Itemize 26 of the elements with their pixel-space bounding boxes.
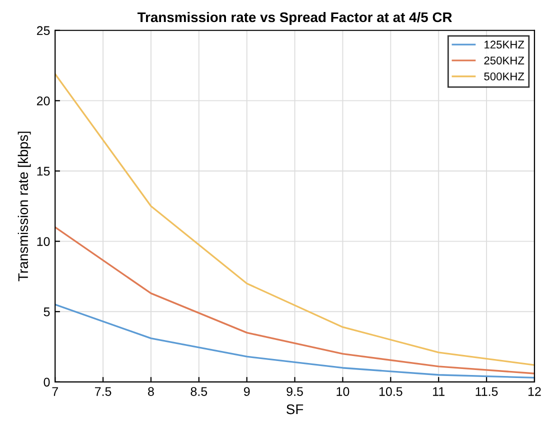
x-axis-title: SF (286, 404, 304, 414)
y-tick-label: 0 (44, 378, 50, 387)
legend-label: 125KHZ (484, 40, 524, 49)
y-axis-title: Transmission rate [kbps] (18, 132, 31, 282)
x-tick-label: 7.5 (94, 387, 112, 396)
y-tick-label: 25 (36, 26, 50, 36)
y-tick-label: 10 (37, 237, 50, 246)
chart-title: Transmission rate vs Spread Factor at at 4/5 CR (137, 12, 452, 25)
line-series (55, 73, 534, 366)
x-tick-label: 8.5 (190, 387, 208, 396)
x-tick-label: 7 (52, 387, 58, 396)
x-tick-label: 11.5 (476, 387, 498, 396)
y-tick-label: 5 (44, 308, 50, 316)
x-tick-label: 11 (433, 387, 444, 396)
x-tick-label: 10 (336, 387, 350, 396)
line-series (55, 304, 534, 379)
x-tick-label: 9.5 (286, 387, 303, 396)
x-tick-label: 9 (244, 387, 250, 396)
legend-label: 250KHZ (484, 56, 524, 64)
legend-label: 500KHZ (484, 72, 524, 80)
y-tick-label: 15 (37, 166, 50, 176)
x-tick-label: 10.5 (379, 387, 402, 396)
x-tick-label: 12 (528, 387, 541, 396)
y-tick-label: 20 (36, 96, 50, 106)
line-series (55, 226, 534, 374)
x-tick-label: 8 (148, 387, 154, 396)
